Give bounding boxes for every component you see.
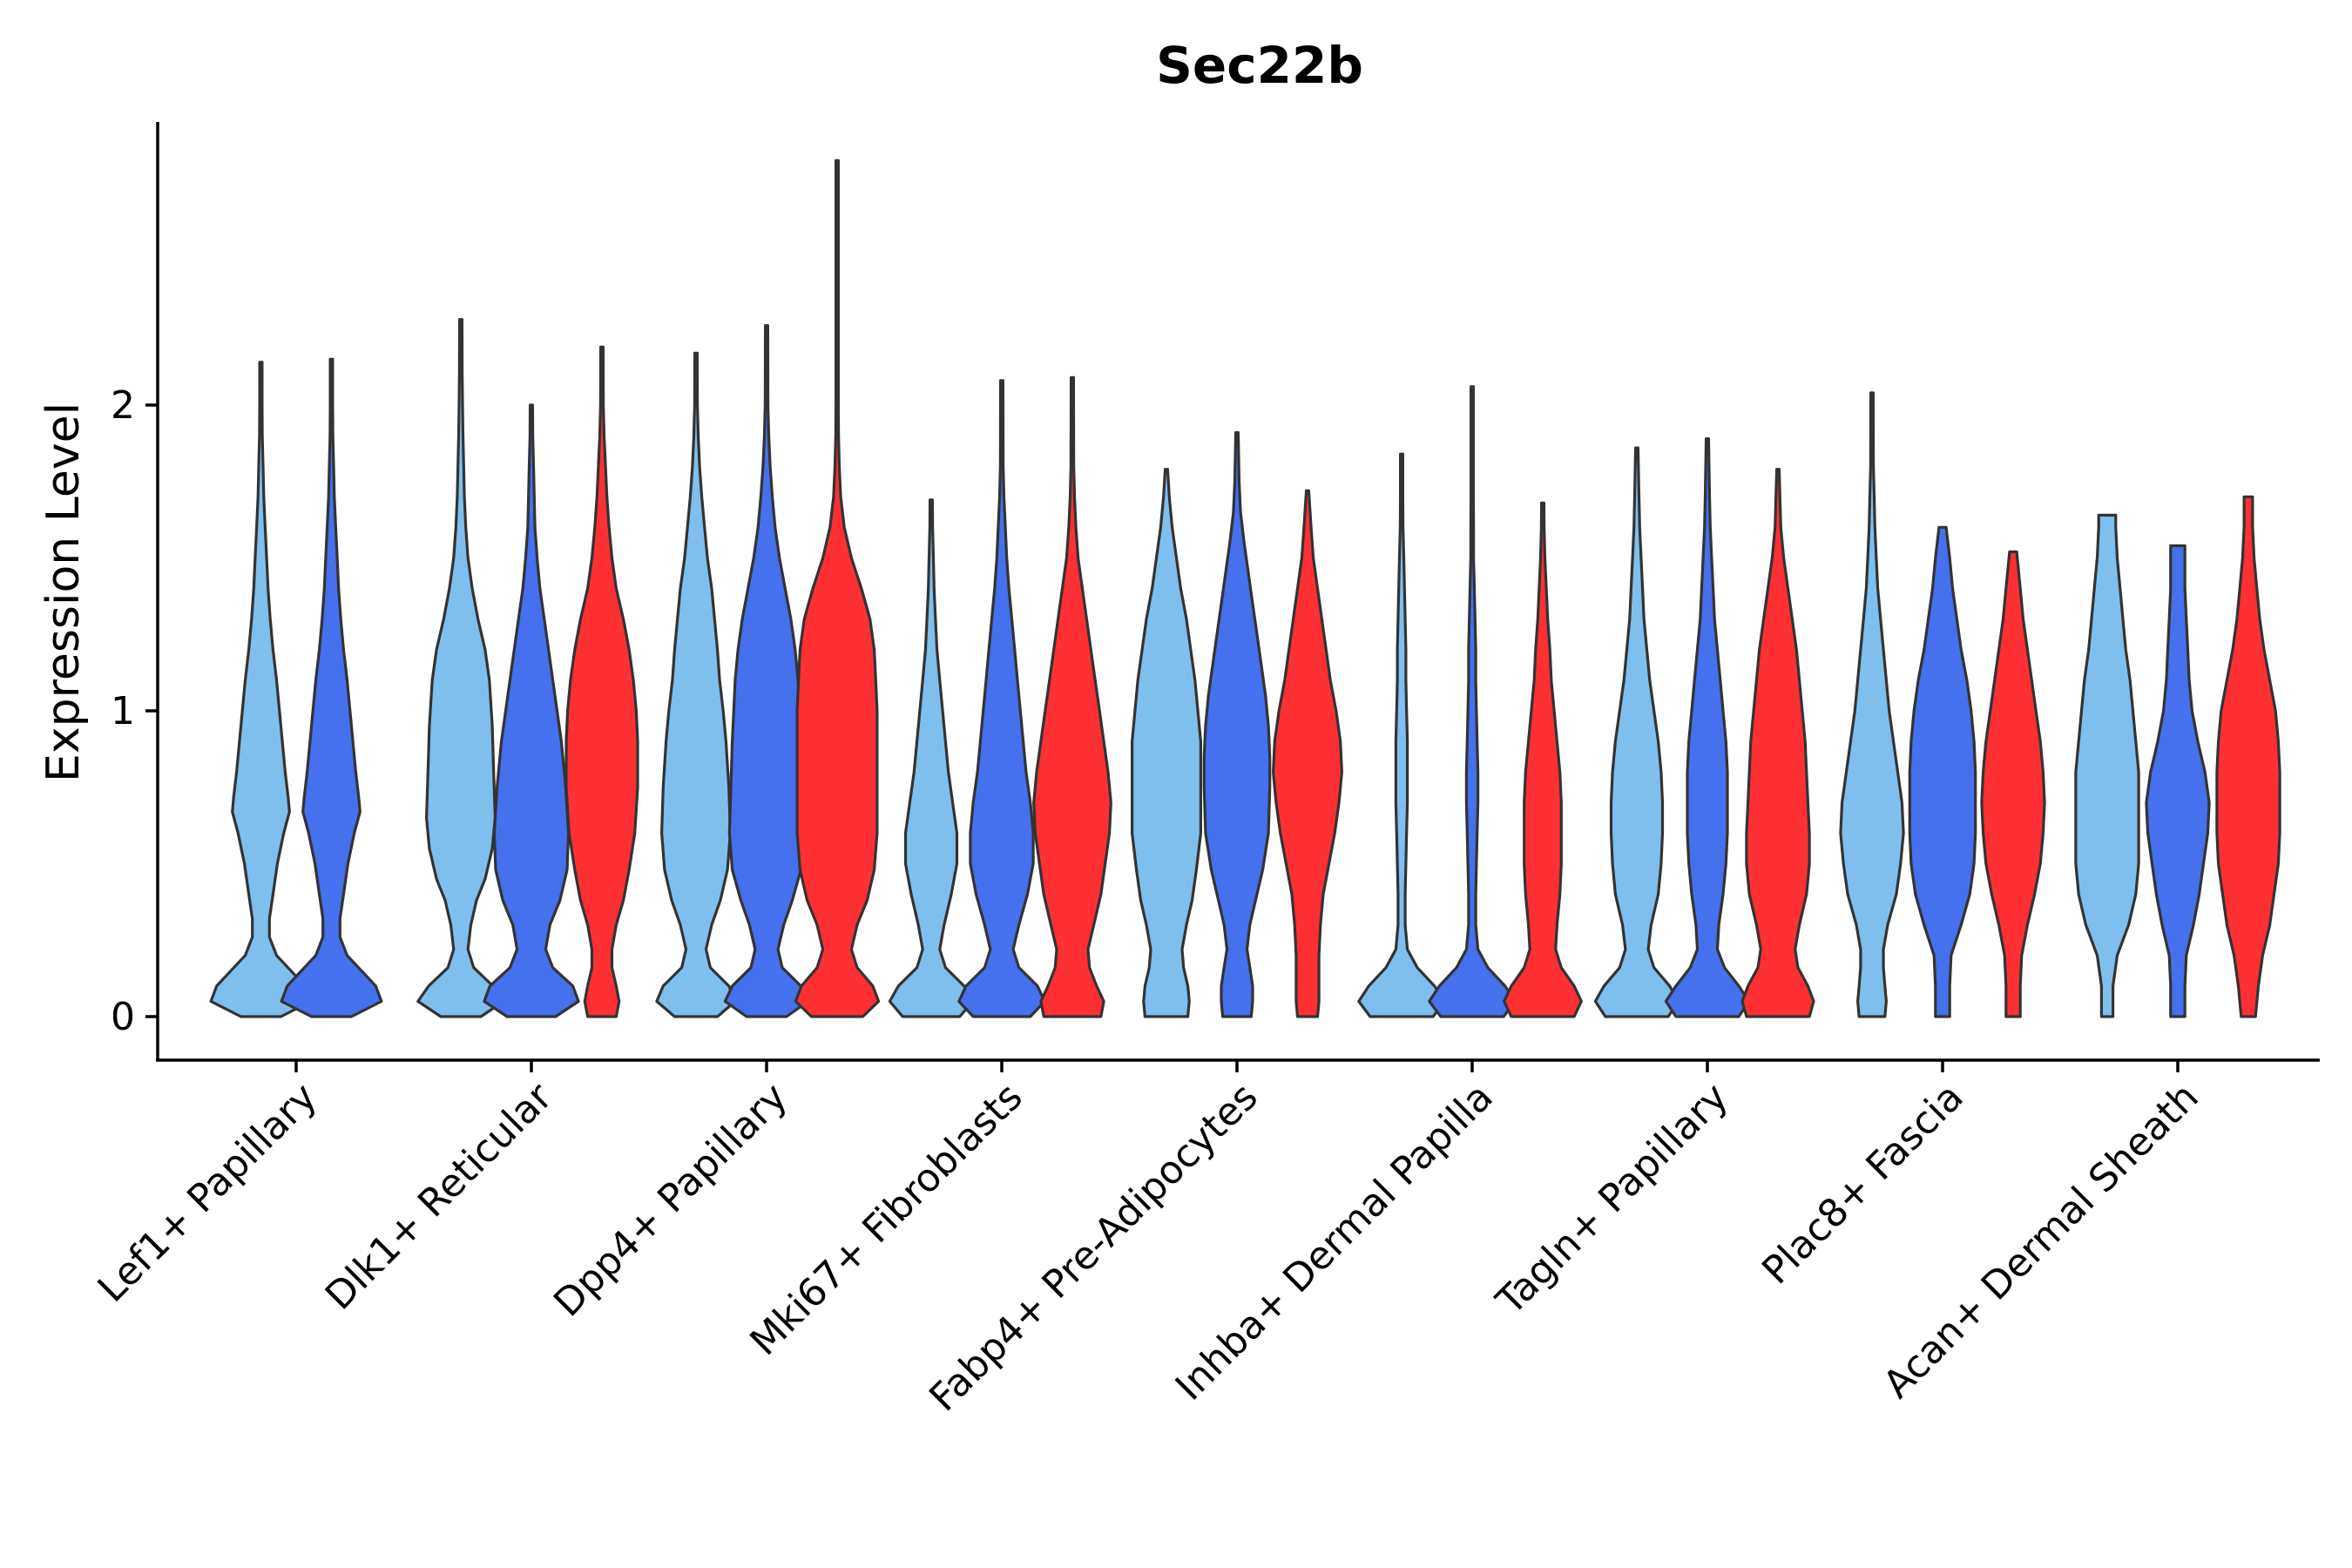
violin-tagln-papillary-group-3: [1740, 468, 1815, 1018]
y-tick-label: 2: [111, 383, 135, 428]
violin-lef1-papillary-group-1: [209, 361, 313, 1018]
violin-mki67-fibroblasts-group-3: [1032, 375, 1112, 1018]
x-category-label: Tagln+ Papillary: [1488, 1075, 1737, 1324]
violin-lef1-papillary-group-2: [280, 357, 383, 1018]
chart-title: Sec22b: [1156, 36, 1363, 95]
violin-plac8-fascia-group-3: [1980, 550, 2046, 1018]
violin-mki67-fibroblasts-group-1: [888, 498, 975, 1018]
violin-tagln-papillary-group-2: [1664, 437, 1751, 1018]
violin-dpp4-papillary-group-1: [655, 351, 737, 1018]
y-tick-label: 0: [111, 995, 135, 1039]
violin-tagln-papillary-group-1: [1593, 446, 1680, 1018]
violin-dlk1-reticular-group-2: [483, 403, 580, 1018]
violin-inhba-dermal-papilla-group-1: [1357, 452, 1446, 1018]
violin-plac8-fascia-group-2: [1908, 525, 1977, 1018]
x-category-label: Plac8+ Fascia: [1754, 1075, 1972, 1294]
y-tick-label: 1: [111, 689, 135, 733]
x-category-label: Dlk1+ Reticular: [317, 1074, 562, 1319]
violin-dlk1-reticular-group-1: [416, 318, 505, 1018]
violin-layer: [209, 159, 2281, 1018]
violin-acan-dermal-sheath-group-2: [2145, 544, 2211, 1018]
violin-fabp4-pre-adipocytes-group-2: [1202, 431, 1272, 1018]
x-category-label: Dpp4+ Papillary: [545, 1075, 796, 1326]
violin-inhba-dermal-papilla-group-2: [1428, 385, 1517, 1018]
y-axis-label: Expression Level: [37, 402, 90, 782]
violin-acan-dermal-sheath-group-3: [2215, 495, 2281, 1018]
x-category-label: Lef1+ Papillary: [90, 1075, 326, 1311]
violin-dlk1-reticular-group-3: [564, 345, 639, 1018]
violin-dpp4-papillary-group-2: [723, 324, 810, 1018]
violin-dpp4-papillary-group-3: [794, 159, 881, 1018]
violin-fabp4-pre-adipocytes-group-1: [1131, 468, 1202, 1018]
violin-fabp4-pre-adipocytes-group-3: [1272, 489, 1343, 1018]
violin-acan-dermal-sheath-group-1: [2074, 513, 2140, 1018]
violin-inhba-dermal-papilla-group-3: [1503, 501, 1583, 1018]
violin-mki67-fibroblasts-group-2: [957, 379, 1046, 1018]
violin-plac8-fascia-group-1: [1839, 391, 1905, 1018]
y-axis-ticks: 0 1 2: [111, 383, 158, 1039]
